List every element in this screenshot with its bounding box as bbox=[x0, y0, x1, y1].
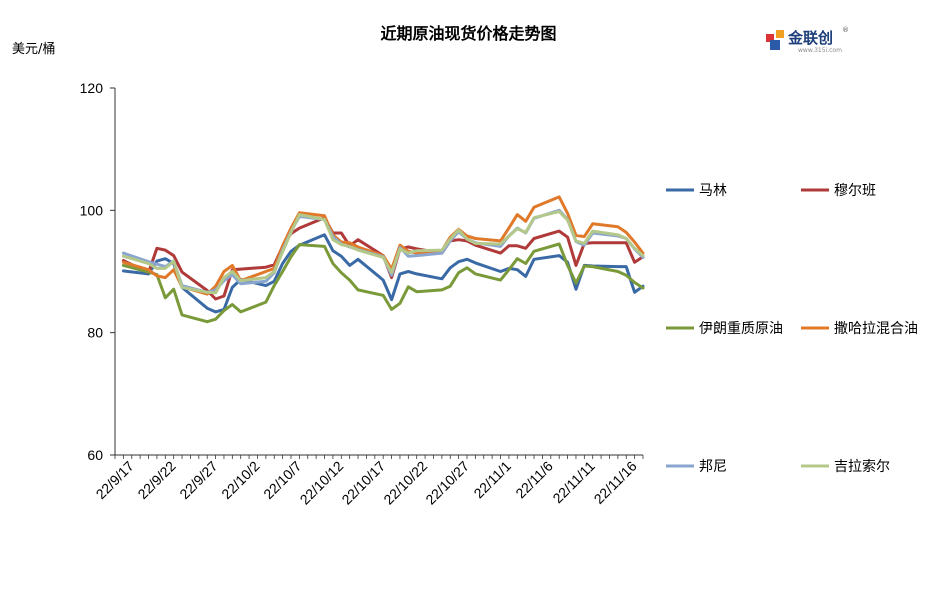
y-tick-label: 100 bbox=[80, 202, 104, 218]
x-tick-label: 22/9/22 bbox=[134, 458, 178, 502]
logo-registered-mark: ® bbox=[842, 26, 849, 34]
legend-label: 穆尔班 bbox=[834, 183, 876, 199]
series-line-2 bbox=[121, 216, 645, 301]
series-line-1 bbox=[121, 233, 645, 314]
series-line-3 bbox=[121, 242, 645, 324]
x-tick-label: 22/10/17 bbox=[338, 458, 388, 508]
legend-label: 伊朗重质原油 bbox=[699, 321, 783, 337]
y-tick-label: 60 bbox=[87, 447, 103, 463]
legend-label: 邦尼 bbox=[699, 459, 727, 475]
plot-area: 608010012022/9/1722/9/2222/9/2722/10/222… bbox=[80, 80, 645, 508]
x-tick-label: 22/10/12 bbox=[297, 458, 347, 508]
x-tick-label: 22/11/1 bbox=[470, 458, 514, 502]
y-unit-label: 美元/桶 bbox=[12, 42, 56, 57]
legend-label: 撒哈拉混合油 bbox=[834, 321, 918, 337]
legend-label: 吉拉索尔 bbox=[834, 458, 890, 475]
legend-label: 马林 bbox=[699, 183, 727, 199]
x-tick-label: 22/10/22 bbox=[380, 458, 430, 508]
y-tick-label: 80 bbox=[87, 325, 103, 341]
x-tick-label: 22/11/11 bbox=[549, 458, 598, 507]
logo-mark-orange bbox=[776, 30, 784, 38]
x-tick-label: 22/10/27 bbox=[422, 458, 472, 508]
x-tick-label: 22/9/27 bbox=[176, 458, 220, 502]
logo-mark-red bbox=[766, 34, 774, 42]
series-line-6 bbox=[121, 210, 645, 295]
x-tick-label: 22/11/16 bbox=[591, 458, 640, 507]
x-tick-label: 22/9/17 bbox=[93, 458, 137, 502]
logo-text: 金联创 bbox=[787, 29, 833, 47]
x-tick-label: 22/10/2 bbox=[218, 458, 262, 502]
brand-logo: 金联创 ® www.315i.com bbox=[766, 26, 849, 54]
logo-url: www.315i.com bbox=[798, 47, 842, 54]
y-tick-label: 120 bbox=[80, 80, 104, 96]
chart-title: 近期原油现货价格走势图 bbox=[380, 24, 557, 43]
logo-mark-blue bbox=[770, 40, 780, 50]
